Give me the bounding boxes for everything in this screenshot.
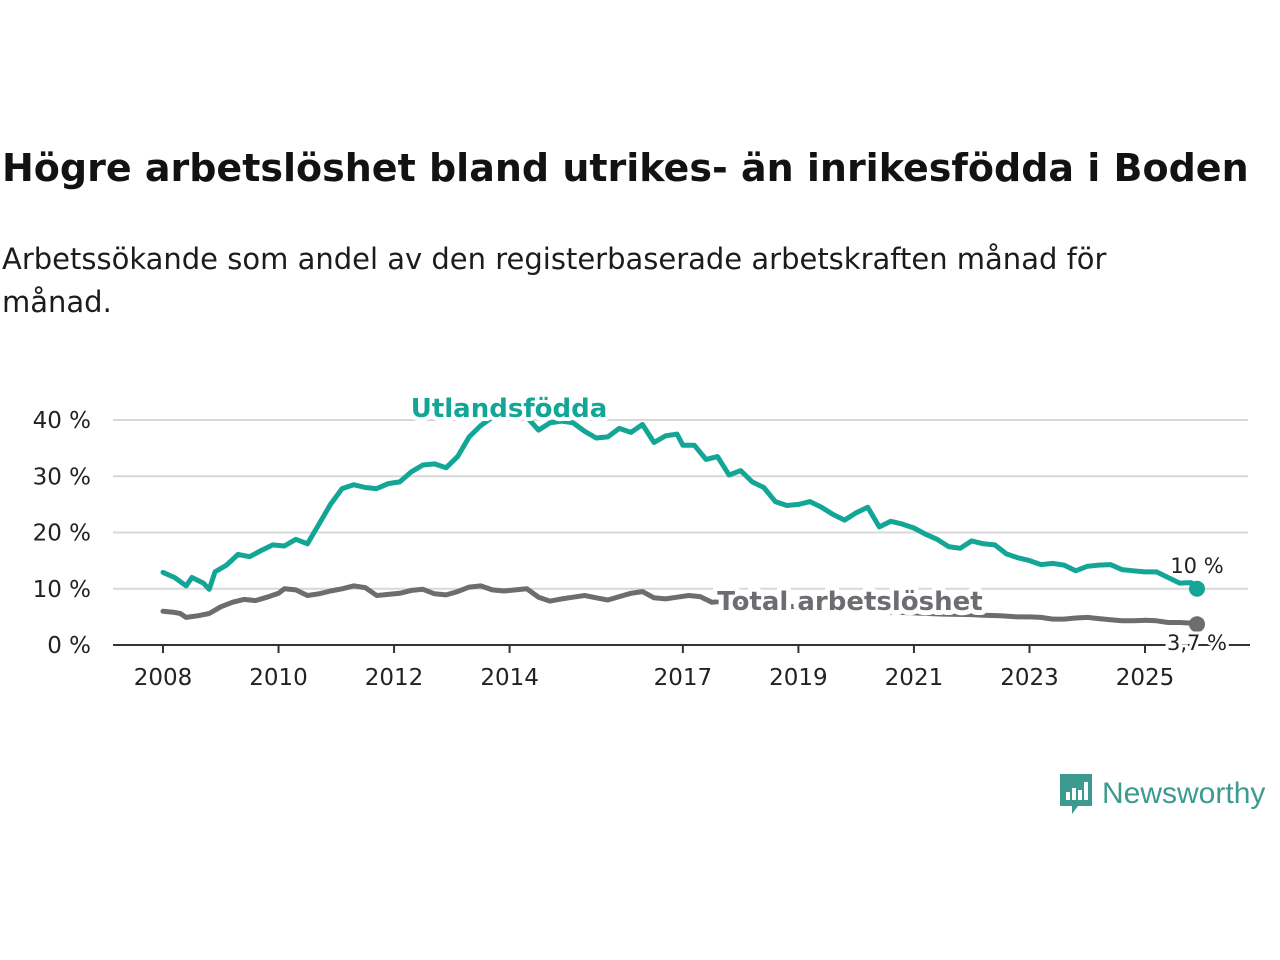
newsworthy-logo: Newsworthy — [1058, 772, 1265, 816]
end-label-total: 3,7 % — [1167, 631, 1227, 655]
x-tick-label: 2025 — [1116, 665, 1175, 691]
x-axis: 2008 2010 2012 2014 2017 2019 2021 2023 2025 — [134, 645, 1175, 691]
series-label-total: Total arbetslöshet — [717, 587, 982, 617]
series-line-utlandsfodda — [160, 409, 1200, 592]
y-tick-label: 20 % — [33, 521, 91, 547]
y-tick-label: 40 % — [33, 408, 91, 434]
end-markers — [1189, 580, 1205, 633]
y-tick-label: 10 % — [33, 577, 91, 603]
series-label-utlandsfodda: Utlandsfödda — [411, 394, 608, 424]
end-marker-total — [1189, 616, 1205, 633]
series-labels: Utlandsfödda Total arbetslöshet 10 % 3,7 % — [407, 390, 1230, 658]
x-tick-label: 2014 — [480, 665, 539, 691]
series-lines — [160, 409, 1200, 627]
line-chart: 0 % 10 % 20 % 30 % 40 % 2008 2010 2012 2014 2017… — [33, 390, 1250, 691]
series-line-total — [160, 583, 1200, 627]
x-tick-label: 2017 — [654, 665, 713, 691]
chart-subtitle: Arbetssökande som andel av den registerb… — [2, 242, 1107, 319]
y-tick-label: 30 % — [33, 464, 91, 490]
x-tick-label: 2023 — [1000, 665, 1059, 691]
y-tick-label: 0 % — [47, 633, 91, 659]
x-tick-label: 2021 — [885, 665, 944, 691]
x-tick-label: 2010 — [249, 665, 308, 691]
end-marker-utlandsfodda — [1189, 580, 1205, 597]
x-tick-label: 2008 — [134, 665, 193, 691]
x-tick-label: 2019 — [769, 665, 828, 691]
end-label-utlandsfodda: 10 % — [1170, 554, 1223, 578]
x-tick-label: 2012 — [365, 665, 424, 691]
chart-title: Högre arbetslöshet bland utrikes- än inr… — [2, 146, 1249, 190]
newsworthy-icon — [1060, 774, 1092, 814]
brand-name: Newsworthy — [1102, 777, 1266, 810]
gridlines — [113, 419, 1250, 646]
y-axis: 0 % 10 % 20 % 30 % 40 % — [33, 408, 91, 659]
